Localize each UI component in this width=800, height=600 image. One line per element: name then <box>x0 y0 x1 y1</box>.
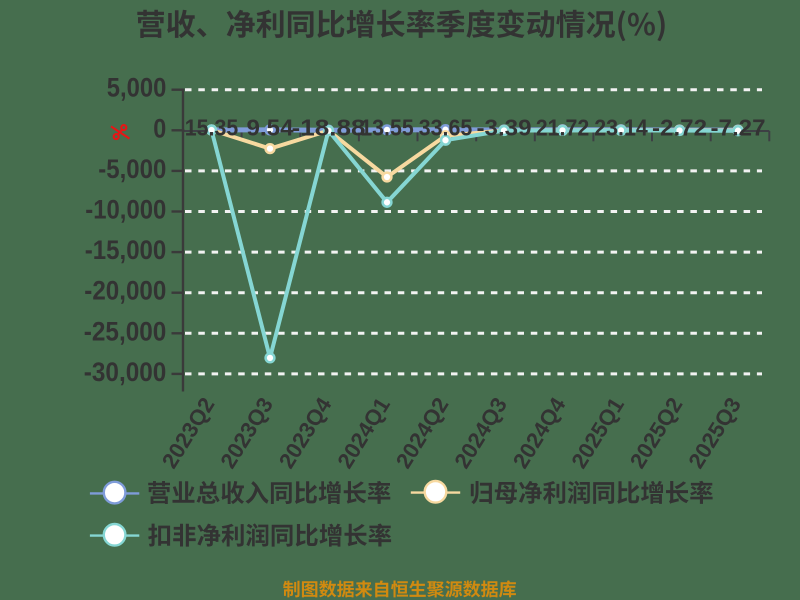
svg-text:21.72: 21.72 <box>536 114 590 140</box>
svg-text:13.55: 13.55 <box>360 114 414 140</box>
svg-text:-20,000: -20,000 <box>84 276 166 306</box>
svg-text:0: 0 <box>153 113 166 143</box>
svg-text:15.35: 15.35 <box>185 114 239 140</box>
svg-text:33.65: 33.65 <box>419 114 473 140</box>
svg-text:-15,000: -15,000 <box>85 235 167 265</box>
svg-text:5,000: 5,000 <box>107 73 167 103</box>
svg-text:-10,000: -10,000 <box>85 195 166 225</box>
svg-text:-3.39: -3.39 <box>477 114 532 140</box>
svg-text:-18.88: -18.88 <box>292 114 366 140</box>
svg-text:-30,000: -30,000 <box>84 357 167 387</box>
svg-text:9.54: 9.54 <box>247 114 294 140</box>
svg-text:23.14: 23.14 <box>594 114 648 140</box>
svg-text:-25,000: -25,000 <box>84 316 167 346</box>
svg-text:-5,000: -5,000 <box>98 154 166 184</box>
svg-text:-2.72: -2.72 <box>652 114 707 140</box>
svg-text:-7.27: -7.27 <box>711 114 766 140</box>
